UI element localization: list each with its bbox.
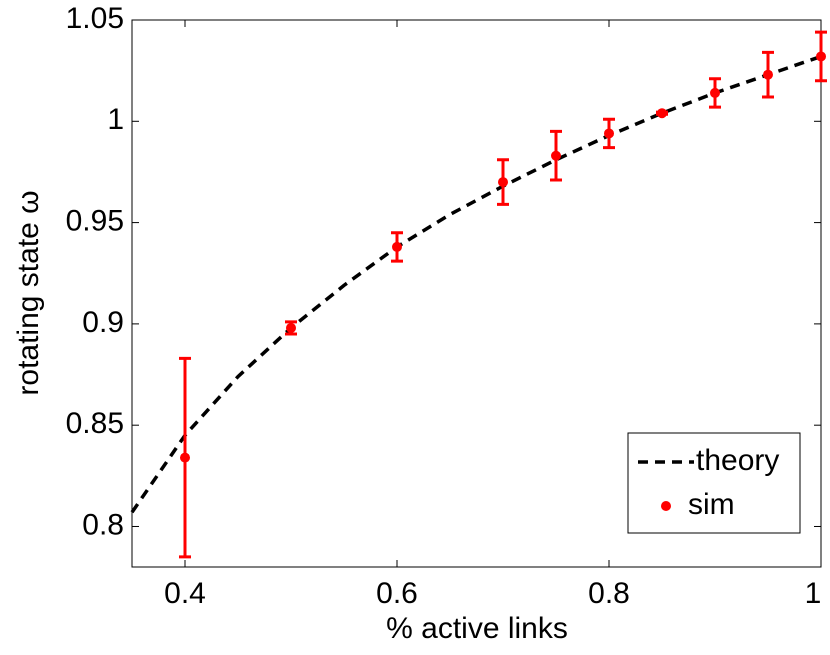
- sim-point: [604, 128, 614, 139]
- sim-point: [763, 69, 773, 80]
- y-axis-label: rotating state ω: [12, 190, 45, 395]
- x-tick-label: 0.6: [376, 577, 418, 610]
- y-tick-label: 1: [107, 103, 124, 136]
- legend-label: theory: [696, 444, 779, 477]
- legend-box: [627, 432, 801, 534]
- y-tick-label: 0.85: [66, 407, 124, 440]
- y-tick-label: 0.95: [66, 205, 124, 238]
- legend-label: sim: [688, 488, 735, 521]
- y-tick-label: 0.9: [82, 306, 124, 339]
- sim-point: [710, 87, 720, 98]
- y-tick-label: 1.05: [66, 2, 124, 35]
- sim-point: [498, 177, 508, 188]
- y-tick-label: 0.8: [82, 508, 124, 541]
- x-tick-label: 1: [805, 577, 822, 610]
- sim-point: [392, 241, 402, 252]
- plot-frame: [131, 19, 822, 568]
- sim-point: [180, 452, 190, 463]
- sim-point: [286, 322, 296, 333]
- legend-swatch: [661, 501, 671, 511]
- sim-point: [816, 51, 826, 62]
- x-tick-label: 0.8: [588, 577, 630, 610]
- x-tick-label: 0.4: [164, 577, 206, 610]
- sim-point: [551, 150, 561, 161]
- x-axis-label: % active links: [386, 612, 568, 645]
- theory-line: [130, 54, 822, 514]
- sim-point: [657, 108, 667, 119]
